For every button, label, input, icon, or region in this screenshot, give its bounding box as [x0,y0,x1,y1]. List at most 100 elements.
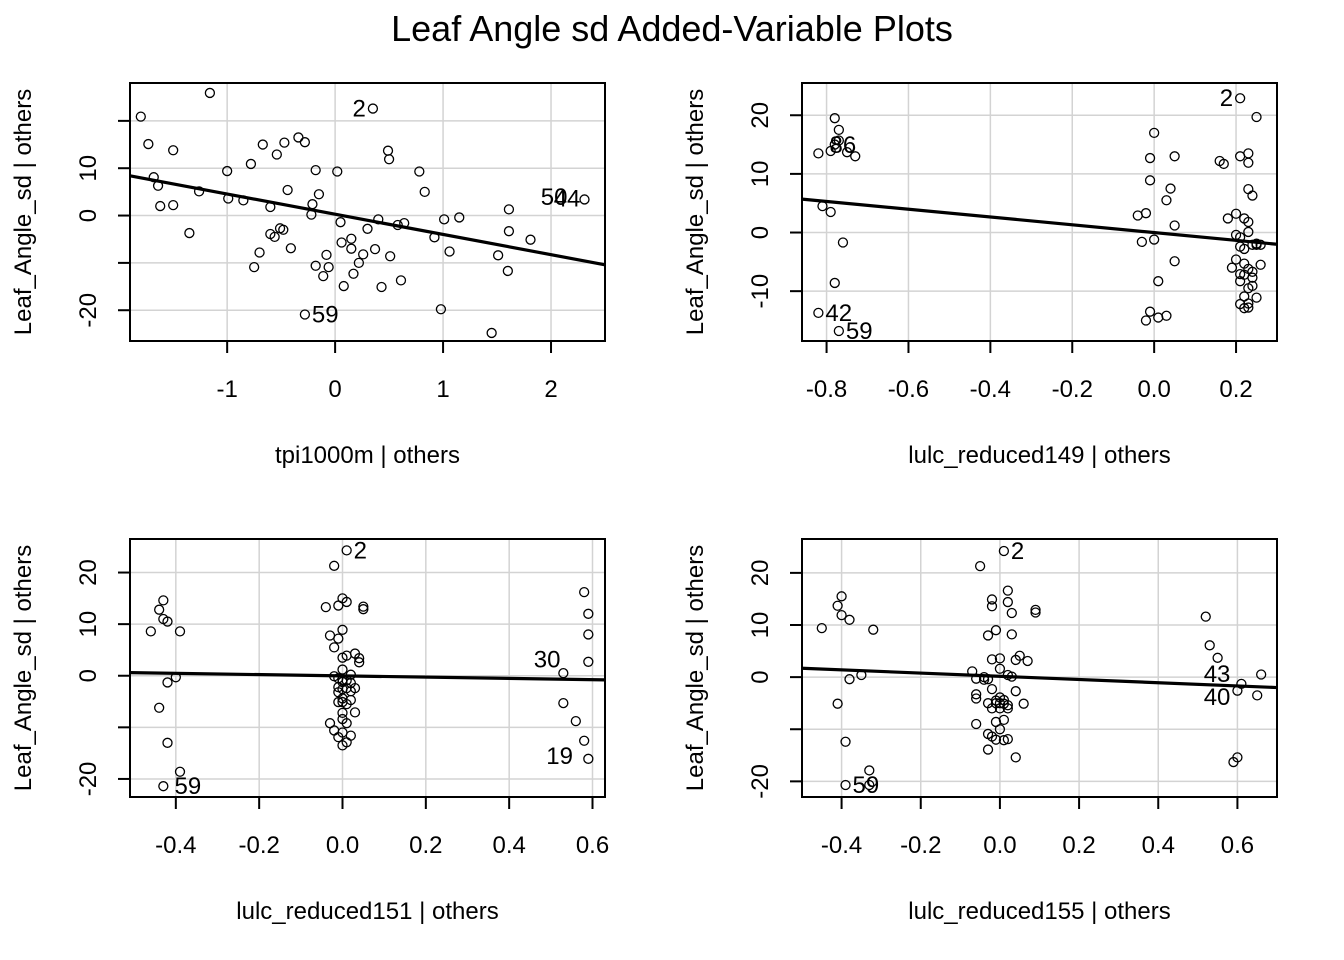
data-point [285,243,297,254]
data-point [583,656,594,667]
data-point [971,718,982,730]
data-point [278,224,289,235]
data-point [1018,698,1029,709]
data-point [1002,585,1013,596]
data-point [362,223,373,234]
data-point [558,697,569,709]
x-tick-label: 0.4 [1142,832,1175,859]
data-point [335,217,346,228]
plot-frame [801,538,1278,798]
data-point [174,766,186,777]
data-point [269,231,280,243]
data-point [1243,298,1254,309]
data-point [299,309,311,320]
data-point [998,545,1010,557]
data-point [154,702,165,713]
data-point [174,626,186,637]
data-point [143,138,154,150]
data-point [986,601,998,612]
y-tick-label: 20 [75,559,102,586]
data-point [986,654,998,665]
data-point [193,186,205,197]
data-point [155,200,166,212]
data-point [1239,243,1250,255]
data-point [1247,272,1258,283]
data-point [986,594,998,605]
data-point [994,724,1006,735]
data-point [307,199,318,210]
data-point [349,682,361,694]
data-point [1252,690,1263,701]
data-point [1251,239,1262,250]
data-point [1144,152,1156,164]
data-point [353,257,365,269]
data-point [346,233,357,244]
data-point [345,694,356,706]
data-point [840,779,851,791]
data-point [435,304,447,315]
data-point [1251,292,1262,303]
data-point [840,736,851,747]
data-point [1030,607,1041,618]
data-point [313,189,325,200]
data-point [383,154,395,165]
x-axis-label: lulc_reduced151 | others [236,898,498,925]
data-point [321,249,332,260]
data-point [844,614,855,625]
data-point [158,595,169,606]
data-point [1169,151,1180,162]
data-point [385,251,396,262]
data-point [1243,157,1254,168]
x-tick-label: 0.0 [1137,376,1170,403]
x-tick-label: -0.4 [970,376,1011,403]
data-point [222,165,233,177]
data-point [1243,226,1254,238]
y-tick-label: 0 [747,670,774,683]
data-point [337,707,348,719]
data-point [1234,93,1246,104]
x-tick-label: 0.2 [409,832,442,859]
data-point [257,139,268,150]
data-point [341,596,352,608]
point-label: 86 [829,132,856,159]
data-point [1010,752,1021,763]
x-tick-label: 0.2 [1062,832,1095,859]
data-point [162,677,173,688]
y-tick-label: 0 [75,669,102,682]
data-point [579,586,590,598]
point-label: 30 [534,647,561,674]
data-point [367,103,379,114]
data-point [579,735,590,746]
data-point [204,87,216,99]
data-point [1255,259,1266,270]
data-point [1014,650,1025,661]
figure-title: Leaf Angle sd Added-Variable Plots [391,8,953,49]
data-point [145,626,156,637]
data-point [358,604,369,615]
data-point [841,147,853,158]
point-label: 50 [541,184,568,211]
data-point [1010,686,1021,697]
data-point [982,744,994,755]
data-point [354,653,365,664]
data-point [1243,216,1254,228]
data-point [337,624,348,635]
data-point [1230,208,1242,219]
x-tick-label: 0.2 [1219,376,1252,403]
panel-lulc-reduced151: 2 59 30 19 -0.4 -0.2 0.0 0.2 0.4 0.6 -20 0 10 20 lulc_… [10,537,609,925]
data-point [158,781,169,792]
y-tick-label: 20 [747,102,774,129]
data-point [829,277,840,289]
data-point [337,664,348,675]
y-axis-label: Leaf_Angle_sd | others [10,89,37,335]
data-point [525,234,536,245]
data-point [1153,276,1164,287]
data-point [419,186,430,198]
data-point [1149,234,1160,245]
x-tick-label: -0.8 [806,376,847,403]
data-point [382,145,394,156]
regression-line [129,671,606,682]
data-point [833,325,845,337]
